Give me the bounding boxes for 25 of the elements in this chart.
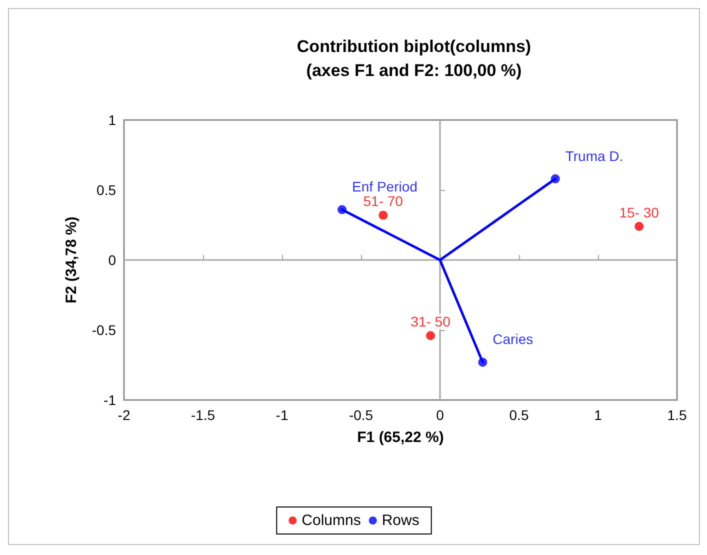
x-axis-title: F1 (65,22 %) [357, 429, 444, 446]
annotation: Caries [492, 331, 534, 348]
y-tick-label: 0.5 [96, 182, 116, 198]
x-tick-label: 0.5 [509, 407, 529, 423]
legend-label: Rows [382, 512, 420, 529]
x-tick-label: -0.5 [348, 407, 374, 423]
y-tick-label: 1 [108, 112, 116, 128]
chart-subtitle: (axes F1 and F2: 100,00 %) [306, 61, 522, 80]
annotation: Truma D. [565, 148, 624, 164]
annotation: 15- 30 [619, 204, 660, 220]
annotation: 31- 50 [410, 314, 451, 330]
x-tick-label: 0 [436, 407, 444, 423]
legend-label: Columns [302, 512, 361, 529]
x-tick-label: -2 [118, 407, 130, 423]
y-tick-label: 0 [108, 252, 116, 268]
chart-title: Contribution biplot(columns) [296, 37, 532, 56]
y-tick-label: -1 [104, 392, 116, 408]
y-tick-label: -0.5 [92, 322, 116, 338]
x-tick-label: -1.5 [190, 407, 216, 423]
x-tick-label: 1.5 [667, 407, 687, 423]
y-axis-title: F2 (34,78 %) [63, 216, 80, 304]
x-tick-label: -1 [276, 407, 288, 423]
annotation: Enf Period [352, 178, 418, 195]
x-tick-label: 1 [594, 407, 602, 423]
annotation: 51- 70 [363, 193, 404, 210]
